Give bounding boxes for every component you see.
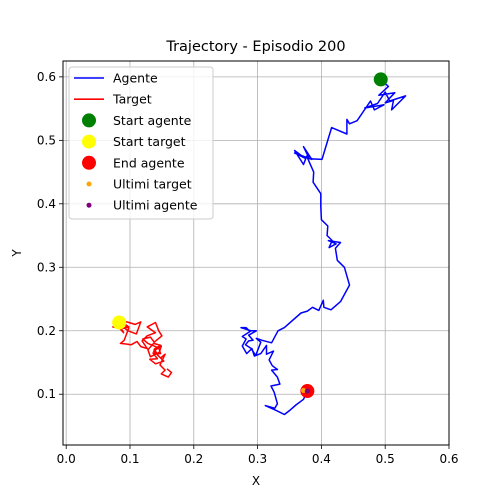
y-tick-label: 0.3 [37, 260, 56, 274]
marker-ultimi-target [300, 387, 307, 394]
legend-items: Agente Target Start agente Start target End … [74, 71, 198, 213]
y-tick-label: 0.5 [37, 133, 56, 147]
y-tick-label: 0.6 [37, 70, 56, 84]
marker-start-agente [373, 72, 388, 87]
legend-label: Target [112, 92, 152, 107]
marker-ultimi-agente [304, 388, 310, 394]
x-tick-label: 0.6 [439, 452, 458, 466]
plot-frame [62, 60, 450, 446]
legend-box [68, 66, 214, 220]
legend-swatch [82, 113, 96, 128]
legend: Agente Target Start agente Start target End … [68, 66, 214, 220]
legend-label: Ultimi target [113, 177, 192, 192]
legend-label: Ultimi agente [113, 198, 198, 213]
chart-title: Trajectory - Episodio 200 [165, 39, 345, 55]
legend-label: Start agente [113, 113, 192, 128]
legend-label: Agente [113, 71, 158, 86]
y-tick-label: 0.1 [37, 387, 56, 401]
y-tick-label: 0.2 [37, 324, 56, 338]
x-tick-label: 0.0 [57, 452, 76, 466]
axis-ticks: 0.0 0.1 0.2 0.3 0.4 0.5 0.6 0.1 0.2 0.3 0.4 0.5 0.6 [37, 70, 459, 466]
y-tick-label: 0.4 [37, 197, 56, 211]
marker-layer [112, 72, 388, 399]
x-axis-label: X [252, 474, 260, 488]
x-tick-label: 0.2 [184, 452, 203, 466]
x-tick-label: 0.4 [312, 452, 331, 466]
legend-swatch [86, 181, 92, 187]
legend-label: Start target [113, 134, 186, 149]
x-tick-label: 0.1 [120, 452, 139, 466]
legend-swatch [86, 202, 92, 208]
legend-label: End agente [113, 155, 185, 170]
y-axis-label: Y [10, 249, 24, 258]
x-tick-label: 0.5 [376, 452, 395, 466]
marker-start-target [112, 315, 127, 330]
legend-swatch [82, 155, 96, 170]
x-tick-label: 0.3 [248, 452, 267, 466]
series-line-agente [240, 78, 407, 416]
legend-swatch [82, 134, 96, 149]
